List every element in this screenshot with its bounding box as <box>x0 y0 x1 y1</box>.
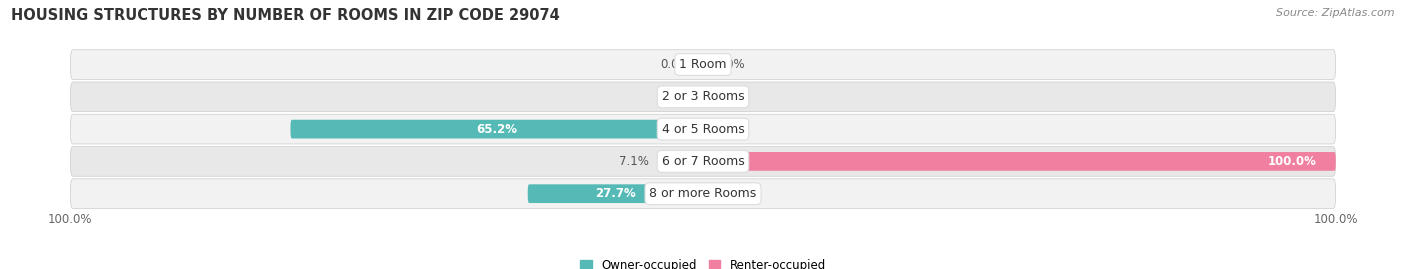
Text: 0.0%: 0.0% <box>716 123 745 136</box>
FancyBboxPatch shape <box>70 179 1336 208</box>
FancyBboxPatch shape <box>70 147 1336 176</box>
FancyBboxPatch shape <box>703 152 1336 171</box>
Text: 7.1%: 7.1% <box>619 155 648 168</box>
Text: 0.0%: 0.0% <box>716 90 745 103</box>
Text: Source: ZipAtlas.com: Source: ZipAtlas.com <box>1277 8 1395 18</box>
Text: 1 Room: 1 Room <box>679 58 727 71</box>
Text: 0.0%: 0.0% <box>661 58 690 71</box>
Text: 27.7%: 27.7% <box>595 187 636 200</box>
Text: 0.0%: 0.0% <box>716 187 745 200</box>
FancyBboxPatch shape <box>291 120 703 139</box>
Text: 65.2%: 65.2% <box>477 123 517 136</box>
Legend: Owner-occupied, Renter-occupied: Owner-occupied, Renter-occupied <box>575 254 831 269</box>
FancyBboxPatch shape <box>527 184 703 203</box>
FancyBboxPatch shape <box>70 82 1336 112</box>
Text: 6 or 7 Rooms: 6 or 7 Rooms <box>662 155 744 168</box>
Text: HOUSING STRUCTURES BY NUMBER OF ROOMS IN ZIP CODE 29074: HOUSING STRUCTURES BY NUMBER OF ROOMS IN… <box>11 8 560 23</box>
Text: 0.0%: 0.0% <box>661 90 690 103</box>
Text: 4 or 5 Rooms: 4 or 5 Rooms <box>662 123 744 136</box>
Text: 100.0%: 100.0% <box>1268 155 1317 168</box>
FancyBboxPatch shape <box>70 50 1336 79</box>
Text: 2 or 3 Rooms: 2 or 3 Rooms <box>662 90 744 103</box>
FancyBboxPatch shape <box>658 152 703 171</box>
Text: 0.0%: 0.0% <box>716 58 745 71</box>
FancyBboxPatch shape <box>70 114 1336 144</box>
Text: 8 or more Rooms: 8 or more Rooms <box>650 187 756 200</box>
